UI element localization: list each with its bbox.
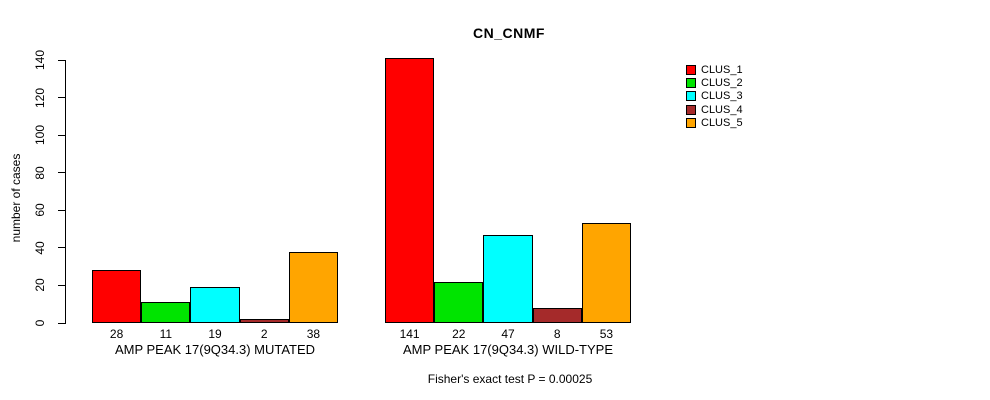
- legend: CLUS_1 CLUS_2 CLUS_3 CLUS_4 CLUS_5: [686, 63, 743, 129]
- bar-value-label: 2: [260, 327, 268, 341]
- bar-clus_5-group2: [581, 223, 631, 323]
- y-axis-tick: [58, 59, 66, 61]
- bar-clus_1-group2: [385, 58, 435, 323]
- y-axis-tick-label: 20: [33, 278, 47, 293]
- bar-value-label: 53: [599, 327, 614, 341]
- legend-row: CLUS_2: [686, 76, 743, 89]
- chart-title: CN_CNMF: [473, 25, 545, 41]
- y-axis-tick-label: 100: [33, 125, 47, 146]
- bar-clus_5-group1: [288, 251, 338, 323]
- bar-clus_4-group2: [532, 307, 582, 323]
- bar-value-label: 47: [501, 327, 515, 341]
- y-axis-tick: [58, 284, 66, 286]
- y-axis-tick-label: 80: [33, 166, 47, 180]
- y-axis-tick: [58, 134, 66, 136]
- bar-value-label: 141: [399, 327, 420, 341]
- legend-swatch-clus_1: [686, 64, 696, 75]
- legend-swatch-clus_4: [686, 104, 696, 115]
- y-axis-title: number of cases: [9, 153, 23, 243]
- bar-clus_1-group1: [92, 270, 142, 323]
- bar-clus_2-group1: [141, 302, 191, 323]
- group-label: AMP PEAK 17(9Q34.3) WILD-TYPE: [403, 342, 613, 357]
- legend-swatch-clus_5: [686, 117, 696, 128]
- y-axis-tick: [58, 209, 66, 211]
- bar-value-label: 11: [159, 327, 173, 341]
- y-axis-tick: [58, 172, 66, 174]
- bar-clus_4-group1: [239, 319, 289, 323]
- y-axis-tick: [58, 247, 66, 249]
- y-axis-tick: [58, 322, 66, 324]
- bar-value-label: 8: [553, 327, 561, 341]
- y-axis-tick-label: 140: [33, 49, 47, 71]
- y-axis-tick-label: 40: [33, 241, 47, 255]
- y-axis-tick-label: 120: [33, 87, 47, 108]
- legend-label: CLUS_4: [701, 103, 743, 116]
- legend-row: CLUS_5: [686, 116, 743, 129]
- legend-swatch-clus_2: [686, 77, 696, 88]
- y-axis-tick: [58, 97, 66, 99]
- bar-value-label: 19: [208, 327, 222, 341]
- y-axis-tick-label: 60: [33, 203, 47, 217]
- bar-value-label: 28: [109, 327, 124, 341]
- bar-value-label: 38: [306, 327, 321, 341]
- bar-clus_3-group2: [483, 234, 533, 323]
- y-axis-line: [65, 60, 66, 323]
- legend-label: CLUS_5: [701, 116, 743, 129]
- y-axis-tick-label: 0: [33, 319, 47, 327]
- legend-row: CLUS_4: [686, 103, 743, 116]
- bar-clus_2-group2: [434, 281, 484, 323]
- legend-row: CLUS_1: [686, 63, 743, 76]
- legend-row: CLUS_3: [686, 90, 743, 103]
- bar-value-label: 22: [452, 327, 466, 341]
- footer-annotation: Fisher's exact test P = 0.00025: [427, 372, 593, 386]
- legend-label: CLUS_3: [701, 90, 743, 103]
- legend-swatch-clus_3: [686, 91, 696, 102]
- group-label: AMP PEAK 17(9Q34.3) MUTATED: [114, 342, 316, 357]
- bar-clus_3-group1: [190, 287, 240, 323]
- legend-label: CLUS_1: [701, 63, 743, 76]
- legend-label: CLUS_2: [701, 76, 743, 89]
